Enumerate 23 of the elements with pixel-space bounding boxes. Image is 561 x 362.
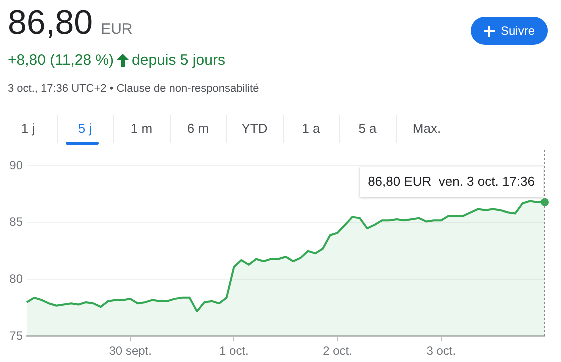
y-tick-label: 80 xyxy=(10,272,24,286)
x-tick-label: 3 oct. xyxy=(426,344,456,358)
text: 3 oct., 17:36 UTC+2 • Clause de non-responsabilité xyxy=(8,83,260,95)
y-tick-label: 90 xyxy=(10,158,24,172)
text: EUR xyxy=(101,21,133,38)
text: 1 a xyxy=(282,115,339,143)
text: 1 m xyxy=(113,115,170,143)
text: 5 a xyxy=(339,115,396,143)
annotation: 86,80 EUR ven. 3 oct. 17:36 xyxy=(368,174,535,189)
y-tick-label: 85 xyxy=(10,215,24,230)
x-tick-label: 30 sept. xyxy=(109,344,152,358)
text: Max. xyxy=(396,115,458,143)
text: Suivre xyxy=(500,24,535,38)
text: 1 j xyxy=(20,120,36,138)
chart-title: 86,80 xyxy=(8,4,94,42)
x-tick-label: 1 oct. xyxy=(220,344,249,358)
text: depuis 5 jours xyxy=(132,52,226,69)
text: 6 m xyxy=(170,115,226,143)
y-tick-label: 75 xyxy=(10,328,24,343)
text: YTD xyxy=(226,115,282,143)
text: 5 j xyxy=(56,115,113,143)
x-tick-label: 2 oct. xyxy=(323,344,352,358)
chart-subtitle: +8,80 (11,28 %) xyxy=(8,52,114,69)
